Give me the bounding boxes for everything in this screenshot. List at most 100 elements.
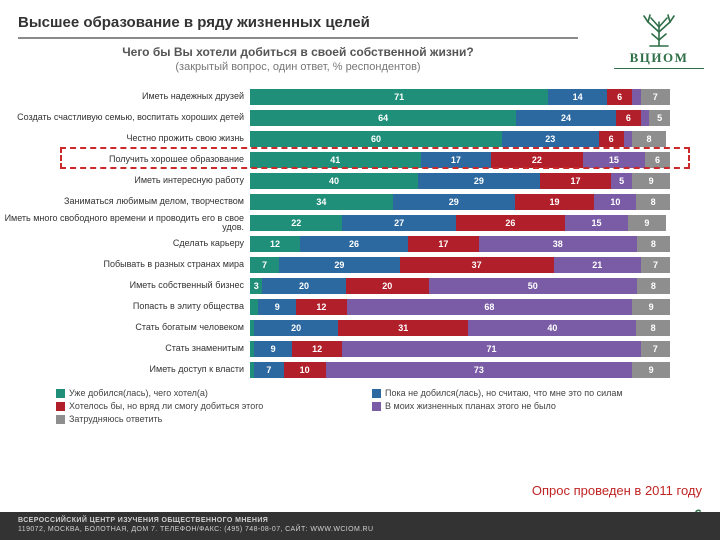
legend-label: В моих жизненных планах этого не было bbox=[385, 401, 556, 411]
stacked-bar-chart: Иметь надежных друзей7114627 Создать счас… bbox=[0, 87, 720, 380]
legend-item: Затрудняюсь ответить bbox=[56, 414, 356, 424]
bar-segment: 2 bbox=[632, 89, 640, 105]
chart-row: Стать знаменитым1912717 bbox=[0, 339, 720, 359]
chart-row: Иметь надежных друзей7114627 bbox=[0, 87, 720, 107]
bar-segment: 8 bbox=[637, 278, 670, 294]
row-label: Иметь доступ к власти bbox=[0, 365, 250, 374]
bar-segment: 19 bbox=[515, 194, 595, 210]
bar-segment: 2 bbox=[624, 131, 632, 147]
legend: Уже добился(лась), чего хотел(а) Пока не … bbox=[56, 388, 720, 424]
chart-row: Иметь интересную работу40291759 bbox=[0, 171, 720, 191]
bar-segment: 26 bbox=[456, 215, 565, 231]
chart-row: Иметь собственный бизнес32020508 bbox=[0, 276, 720, 296]
bar-segment: 8 bbox=[636, 320, 670, 336]
bar-segment: 8 bbox=[632, 131, 666, 147]
bar-segment: 12 bbox=[296, 299, 346, 315]
row-label: Честно прожить свою жизнь bbox=[0, 134, 250, 143]
bar-segment: 71 bbox=[250, 89, 548, 105]
bar-segment: 20 bbox=[262, 278, 345, 294]
legend-swatch bbox=[56, 389, 65, 398]
bar-segment: 9 bbox=[628, 215, 666, 231]
chart-row: Иметь доступ к власти1710739 bbox=[0, 360, 720, 380]
chart-row: Стать богатым человеком12031408 bbox=[0, 318, 720, 338]
bar-segment: 7 bbox=[641, 341, 670, 357]
bar-segment: 64 bbox=[250, 110, 516, 126]
legend-label: Затрудняюсь ответить bbox=[69, 414, 162, 424]
bar-segment: 9 bbox=[254, 341, 292, 357]
row-label: Создать счастливую семью, воспитать хоро… bbox=[0, 113, 250, 122]
bar-segment: 23 bbox=[502, 131, 599, 147]
row-label: Сделать карьеру bbox=[0, 239, 250, 248]
footer-line-2: 119072, МОСКВА, БОЛОТНАЯ, ДОМ 7. ТЕЛЕФОН… bbox=[18, 525, 720, 534]
row-label: Побывать в разных странах мира bbox=[0, 260, 250, 269]
bar-segment: 6 bbox=[616, 110, 641, 126]
chart-row: Честно прожить свою жизнь6023628 bbox=[0, 129, 720, 149]
bar-segment: 6 bbox=[599, 131, 624, 147]
bar-segment: 71 bbox=[342, 341, 640, 357]
bar-segment: 10 bbox=[284, 362, 326, 378]
legend-swatch bbox=[56, 415, 65, 424]
bar-segment: 9 bbox=[258, 299, 296, 315]
bar-segment: 41 bbox=[250, 152, 421, 168]
logo-text: ВЦИОМ bbox=[614, 50, 704, 66]
bar-track: 1710739 bbox=[250, 362, 670, 378]
bar-segment: 37 bbox=[400, 257, 554, 273]
bar-track: 411722156 bbox=[250, 152, 670, 168]
legend-label: Уже добился(лась), чего хотел(а) bbox=[69, 388, 208, 398]
bar-segment: 27 bbox=[342, 215, 455, 231]
bar-segment: 7 bbox=[641, 257, 670, 273]
bar-segment: 22 bbox=[250, 215, 342, 231]
bar-segment: 21 bbox=[554, 257, 641, 273]
survey-year-note: Опрос проведен в 2011 году bbox=[532, 483, 702, 498]
question-note: (закрытый вопрос, один ответ, % респонде… bbox=[18, 61, 578, 73]
bar-track: 1912717 bbox=[250, 341, 670, 357]
bar-segment: 5 bbox=[649, 110, 670, 126]
bar-segment: 14 bbox=[548, 89, 607, 105]
bar-segment: 17 bbox=[421, 152, 492, 168]
row-label: Стать богатым человеком bbox=[0, 323, 250, 332]
bar-segment: 38 bbox=[479, 236, 637, 252]
bar-segment: 22 bbox=[491, 152, 582, 168]
bar-segment: 12 bbox=[292, 341, 342, 357]
bar-segment: 29 bbox=[279, 257, 400, 273]
bar-track: 7114627 bbox=[250, 89, 670, 105]
legend-item: Уже добился(лась), чего хотел(а) bbox=[56, 388, 356, 398]
wciom-logo: ВЦИОМ bbox=[614, 12, 704, 69]
chart-row: Сделать карьеру122617388 bbox=[0, 234, 720, 254]
bar-segment: 7 bbox=[641, 89, 670, 105]
bar-segment: 12 bbox=[250, 236, 300, 252]
logo-tree-icon bbox=[636, 12, 682, 48]
legend-swatch bbox=[372, 389, 381, 398]
bar-segment: 20 bbox=[346, 278, 429, 294]
bar-segment: 10 bbox=[594, 194, 636, 210]
bar-track: 32020508 bbox=[250, 278, 670, 294]
bar-segment: 6 bbox=[645, 152, 670, 168]
legend-item: В моих жизненных планах этого не было bbox=[372, 401, 672, 411]
row-label: Заниматься любимым делом, творчеством bbox=[0, 197, 250, 206]
legend-label: Хотелось бы, но вряд ли смогу добиться э… bbox=[69, 401, 263, 411]
legend-label: Пока не добился(лась), но считаю, что мн… bbox=[385, 388, 623, 398]
bar-segment: 34 bbox=[250, 194, 393, 210]
bar-segment: 40 bbox=[250, 173, 418, 189]
bar-segment: 40 bbox=[468, 320, 636, 336]
page-title: Высшее образование в ряду жизненных целе… bbox=[18, 14, 702, 31]
bar-track: 72937217 bbox=[250, 257, 670, 273]
chart-row: Заниматься любимым делом, творчеством342… bbox=[0, 192, 720, 212]
footer-bar: ВСЕРОССИЙСКИЙ ЦЕНТР ИЗУЧЕНИЯ ОБЩЕСТВЕННО… bbox=[0, 512, 720, 540]
bar-segment: 7 bbox=[250, 257, 279, 273]
bar-track: 40291759 bbox=[250, 173, 670, 189]
row-label: Иметь много свободного времени и проводи… bbox=[0, 214, 250, 233]
bar-segment: 50 bbox=[429, 278, 637, 294]
legend-item: Хотелось бы, но вряд ли смогу добиться э… bbox=[56, 401, 356, 411]
bar-segment: 29 bbox=[418, 173, 540, 189]
bar-segment: 26 bbox=[300, 236, 408, 252]
bar-track: 6424625 bbox=[250, 110, 670, 126]
chart-row: Побывать в разных странах мира72937217 bbox=[0, 255, 720, 275]
row-label: Попасть в элиту общества bbox=[0, 302, 250, 311]
bar-segment: 2 bbox=[250, 299, 258, 315]
bar-segment: 17 bbox=[408, 236, 479, 252]
bar-segment: 2 bbox=[641, 110, 649, 126]
bar-segment: 68 bbox=[347, 299, 633, 315]
row-label: Иметь интересную работу bbox=[0, 176, 250, 185]
row-label: Иметь собственный бизнес bbox=[0, 281, 250, 290]
